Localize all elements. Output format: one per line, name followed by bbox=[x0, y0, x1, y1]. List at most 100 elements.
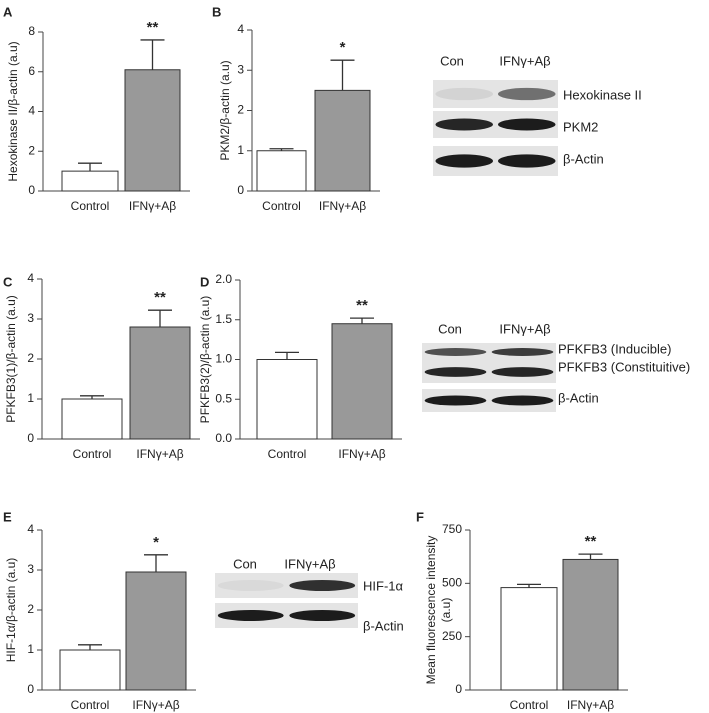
blot-row-label: PKM2 bbox=[563, 119, 598, 134]
blot-band bbox=[435, 154, 493, 168]
panel-letter: E bbox=[3, 509, 12, 524]
y-tick-label: 750 bbox=[442, 522, 462, 536]
x-tick-label: Control bbox=[510, 698, 549, 712]
y-tick-label: 8 bbox=[28, 24, 35, 38]
bar bbox=[59, 649, 121, 691]
blot-band bbox=[435, 87, 493, 101]
bar bbox=[61, 170, 119, 192]
bar bbox=[256, 150, 307, 192]
x-tick-label: IFNγ+Aβ bbox=[567, 698, 614, 712]
blot-column-label: IFNγ+Aβ bbox=[499, 321, 550, 336]
blot-row-label: β-Actin bbox=[558, 390, 599, 405]
blot-strip bbox=[422, 343, 556, 361]
y-tick-label: 2.0 bbox=[215, 272, 232, 286]
blot-band bbox=[435, 118, 493, 131]
blot-column-label: Con bbox=[438, 321, 462, 336]
y-tick-label: 1.0 bbox=[215, 352, 232, 366]
significance: ** bbox=[147, 19, 159, 36]
blot-strip bbox=[422, 361, 556, 383]
blot-band bbox=[289, 580, 356, 591]
blot-band bbox=[498, 118, 556, 131]
blot-band bbox=[491, 367, 554, 377]
blot-band bbox=[498, 87, 556, 101]
x-tick-label: IFNγ+Aβ bbox=[338, 447, 385, 461]
y-tick-label: 1 bbox=[27, 642, 34, 656]
y-axis-label: PKM2/β-actin (a.u) bbox=[218, 60, 232, 160]
blot-column-label: IFNγ+Aβ bbox=[284, 556, 335, 571]
y-tick-label: 3 bbox=[27, 311, 34, 325]
bar bbox=[129, 326, 191, 440]
blot-band bbox=[498, 154, 556, 168]
x-tick-label: Control bbox=[71, 199, 110, 213]
y-tick-label: 4 bbox=[27, 271, 34, 285]
blot-band bbox=[217, 610, 284, 621]
x-tick-label: IFNγ+Aβ bbox=[136, 447, 183, 461]
y-axis-label: PFKFB3(2)/β-actin (a.u) bbox=[198, 296, 212, 424]
y-axis-label: (a.u) bbox=[439, 598, 453, 623]
y-tick-label: 4 bbox=[237, 22, 244, 36]
y-tick-label: 2 bbox=[27, 351, 34, 365]
blot-row-label: PFKFB3 (Constituitive) bbox=[558, 359, 690, 374]
bar bbox=[124, 69, 181, 192]
blot-column-label: Con bbox=[233, 556, 257, 571]
significance: * bbox=[153, 534, 159, 551]
blot-band bbox=[289, 610, 356, 621]
y-tick-label: 0 bbox=[28, 183, 35, 197]
y-tick-label: 1 bbox=[237, 143, 244, 157]
blot-band bbox=[217, 580, 284, 591]
y-tick-label: 2 bbox=[27, 602, 34, 616]
blot-row-label: β-Actin bbox=[363, 618, 404, 633]
blot-strip bbox=[422, 389, 556, 412]
x-tick-label: Control bbox=[268, 447, 307, 461]
bar bbox=[331, 323, 393, 440]
y-axis-label: Mean fluorescence intensity bbox=[424, 536, 438, 685]
panel-letter: A bbox=[3, 4, 13, 19]
bar bbox=[562, 558, 619, 691]
blot-band bbox=[424, 367, 487, 377]
y-tick-label: 0 bbox=[27, 431, 34, 445]
x-tick-label: IFNγ+Aβ bbox=[132, 698, 179, 712]
y-tick-label: 0 bbox=[237, 183, 244, 197]
blot-band bbox=[424, 348, 487, 356]
x-tick-label: Control bbox=[71, 698, 110, 712]
blot-band bbox=[491, 395, 554, 406]
x-tick-label: Control bbox=[73, 447, 112, 461]
y-tick-label: 250 bbox=[442, 629, 462, 643]
y-tick-label: 4 bbox=[27, 522, 34, 536]
blot-row-label: PFKFB3 (Inducible) bbox=[558, 341, 671, 356]
y-tick-label: 3 bbox=[237, 62, 244, 76]
x-tick-label: IFNγ+Aβ bbox=[129, 199, 176, 213]
y-tick-label: 1 bbox=[27, 391, 34, 405]
y-tick-label: 0 bbox=[27, 682, 34, 696]
y-tick-label: 6 bbox=[28, 64, 35, 78]
blot-row-label: HIF-1α bbox=[363, 578, 404, 593]
bar bbox=[500, 587, 558, 691]
x-tick-label: IFNγ+Aβ bbox=[319, 199, 366, 213]
panel-letter: C bbox=[3, 274, 13, 289]
y-tick-label: 0 bbox=[455, 682, 462, 696]
significance: ** bbox=[356, 297, 368, 314]
y-tick-label: 0.0 bbox=[215, 431, 232, 445]
blot-row-label: Hexokinase II bbox=[563, 87, 642, 102]
significance: ** bbox=[154, 289, 166, 306]
y-axis-label: PFKFB3(1)/β-actin (a.u) bbox=[4, 295, 18, 423]
y-tick-label: 2 bbox=[28, 143, 35, 157]
blot-column-label: Con bbox=[440, 53, 464, 68]
significance: * bbox=[340, 39, 346, 56]
y-axis-label: HIF-1α/β-actin (a.u) bbox=[4, 558, 18, 663]
blot-column-label: IFNγ+Aβ bbox=[499, 53, 550, 68]
bar bbox=[256, 359, 318, 440]
significance: ** bbox=[585, 533, 597, 550]
blot-row-label: β-Actin bbox=[563, 151, 604, 166]
bar bbox=[314, 89, 371, 192]
blot-band bbox=[491, 348, 554, 356]
blot-band bbox=[424, 395, 487, 406]
panel-letter: D bbox=[200, 274, 209, 289]
y-tick-label: 0.5 bbox=[215, 391, 232, 405]
bar bbox=[125, 571, 187, 691]
y-tick-label: 3 bbox=[27, 562, 34, 576]
y-tick-label: 500 bbox=[442, 576, 462, 590]
y-tick-label: 4 bbox=[28, 104, 35, 118]
y-axis-label: Hexokinase II/β-actin (a.u) bbox=[6, 41, 20, 181]
